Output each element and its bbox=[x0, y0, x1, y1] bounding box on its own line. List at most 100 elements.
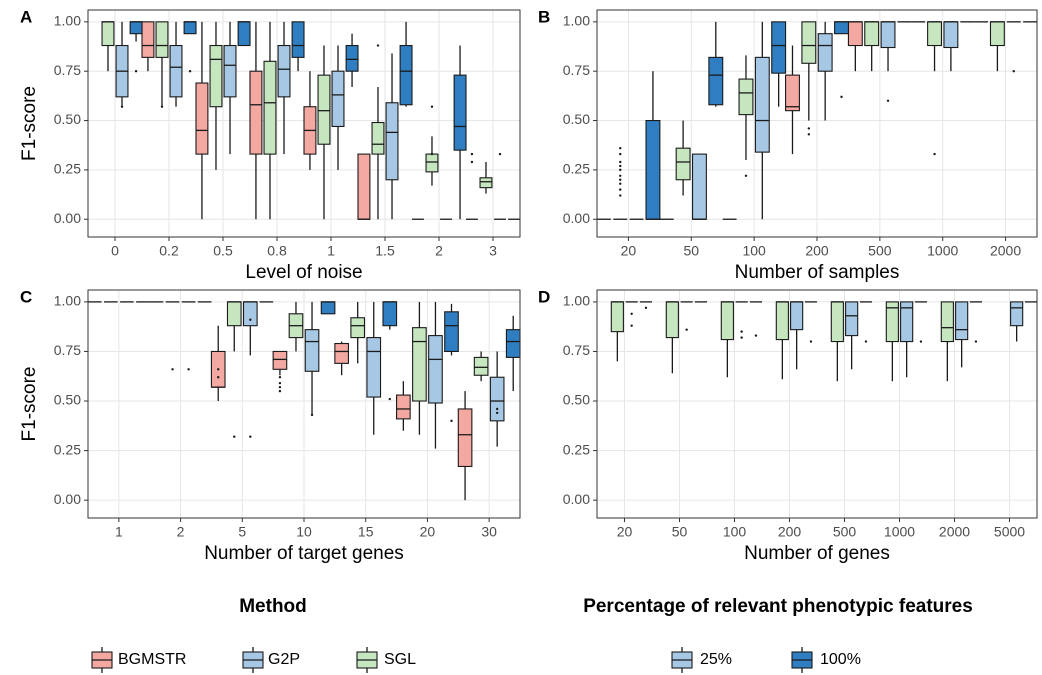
outlier bbox=[278, 389, 282, 393]
box bbox=[457, 408, 473, 468]
box bbox=[720, 301, 734, 341]
panel-label: A bbox=[20, 7, 32, 26]
outlier bbox=[754, 334, 758, 337]
y-tick-label: 1.00 bbox=[563, 13, 590, 29]
x-tick-label: 3 bbox=[489, 243, 497, 259]
box bbox=[453, 74, 467, 151]
box bbox=[399, 44, 413, 106]
box bbox=[847, 21, 863, 47]
box bbox=[1010, 301, 1024, 327]
outlier bbox=[310, 413, 314, 417]
box bbox=[830, 301, 844, 343]
outlier bbox=[619, 182, 622, 185]
outlier bbox=[376, 44, 380, 47]
x-tick-label: 500 bbox=[868, 243, 892, 259]
x-tick-label: 1000 bbox=[927, 243, 958, 259]
x-tick-label: 5 bbox=[238, 524, 246, 540]
outlier bbox=[278, 385, 282, 389]
box bbox=[785, 74, 800, 112]
plot-border bbox=[596, 289, 1038, 519]
outlier bbox=[619, 178, 622, 181]
x-tick-label: 2 bbox=[435, 243, 443, 259]
outlier bbox=[644, 306, 648, 310]
x-tick-label: 15 bbox=[358, 524, 374, 540]
outlier bbox=[933, 152, 936, 156]
box bbox=[479, 177, 493, 189]
x-tick-label: 2 bbox=[177, 524, 185, 540]
outlier bbox=[619, 160, 622, 164]
plot-background bbox=[597, 290, 1037, 518]
outlier bbox=[430, 152, 434, 156]
box bbox=[396, 394, 411, 420]
box bbox=[277, 44, 291, 98]
box bbox=[675, 147, 691, 181]
box bbox=[350, 317, 366, 339]
outlier bbox=[740, 336, 743, 339]
outlier bbox=[388, 397, 391, 401]
outlier bbox=[233, 435, 236, 438]
y-tick-label: 0.00 bbox=[563, 491, 590, 507]
outlier bbox=[249, 435, 252, 438]
outlier bbox=[171, 368, 174, 371]
outlier bbox=[134, 69, 138, 73]
legend-title: Method bbox=[239, 596, 307, 617]
outlier bbox=[740, 330, 743, 333]
outlier bbox=[120, 105, 124, 108]
box bbox=[320, 301, 336, 315]
x-axis-label: Number of samples bbox=[735, 262, 900, 283]
box bbox=[927, 21, 943, 47]
x-axis-label: Number of target genes bbox=[204, 543, 404, 564]
legend-label: 100% bbox=[820, 651, 861, 668]
box bbox=[101, 21, 115, 47]
box bbox=[473, 356, 489, 376]
box bbox=[428, 335, 443, 404]
x-tick-label: 20 bbox=[420, 524, 436, 540]
outlier bbox=[807, 127, 811, 130]
y-tick-label: 0.50 bbox=[563, 392, 590, 408]
x-tick-label: 1000 bbox=[884, 524, 915, 540]
x-tick-label: 0.5 bbox=[213, 243, 233, 259]
box bbox=[790, 301, 804, 331]
panel-label: C bbox=[20, 287, 32, 306]
box bbox=[801, 21, 817, 64]
outlier bbox=[450, 419, 453, 423]
x-tick-label: 50 bbox=[672, 524, 688, 540]
panel-label: D bbox=[538, 287, 550, 306]
x-tick-label: 0.8 bbox=[267, 243, 287, 259]
x-tick-label: 1 bbox=[115, 524, 123, 540]
legend-label: 25% bbox=[700, 651, 732, 668]
box bbox=[817, 33, 833, 72]
y-axis-label: F1-score bbox=[19, 86, 40, 161]
box bbox=[738, 78, 754, 116]
panel-label: B bbox=[538, 7, 550, 26]
box bbox=[691, 153, 707, 220]
outlier bbox=[1012, 69, 1015, 73]
outlier bbox=[886, 99, 890, 103]
box bbox=[989, 21, 1005, 47]
x-axis-label: Number of genes bbox=[744, 543, 890, 564]
outlier bbox=[217, 368, 220, 371]
y-tick-label: 1.00 bbox=[54, 13, 81, 29]
box bbox=[223, 44, 237, 98]
outlier bbox=[619, 168, 622, 172]
box bbox=[864, 21, 880, 47]
box bbox=[505, 329, 521, 358]
box bbox=[345, 44, 359, 72]
box bbox=[444, 311, 459, 353]
y-tick-label: 0.00 bbox=[54, 491, 81, 507]
x-tick-label: 1.5 bbox=[375, 243, 395, 259]
box bbox=[272, 350, 288, 370]
y-tick-label: 1.00 bbox=[54, 293, 81, 309]
outlier bbox=[495, 407, 499, 411]
box bbox=[385, 102, 399, 181]
box bbox=[209, 44, 223, 108]
y-tick-label: 0.25 bbox=[563, 441, 590, 457]
box bbox=[291, 21, 305, 58]
x-tick-label: 5000 bbox=[994, 524, 1025, 540]
box bbox=[183, 21, 197, 35]
outlier bbox=[495, 411, 499, 415]
box bbox=[226, 301, 242, 327]
x-tick-label: 0.2 bbox=[159, 243, 179, 259]
